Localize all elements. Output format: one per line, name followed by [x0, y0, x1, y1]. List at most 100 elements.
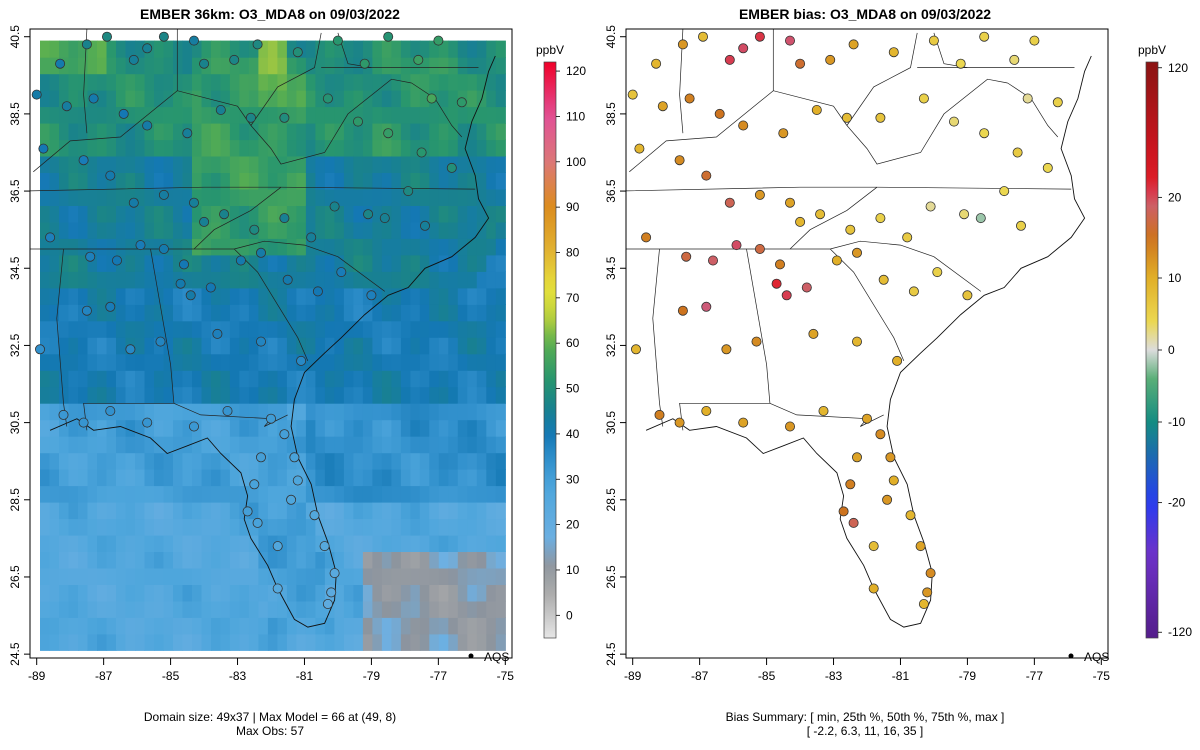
y-tick-label: 28.5 [604, 488, 618, 512]
heatmap-cell [116, 271, 127, 289]
heatmap-cell [267, 353, 278, 371]
heatmap-cell [68, 188, 79, 206]
heatmap-cell [78, 337, 89, 355]
heatmap-cell [211, 271, 222, 289]
heatmap-cell [324, 320, 335, 338]
heatmap-cell [163, 40, 174, 58]
heatmap-cell [201, 386, 212, 404]
heatmap-cell [353, 188, 364, 206]
heatmap-cell [495, 238, 506, 256]
heatmap-cell [296, 617, 307, 635]
heatmap-cell [154, 633, 165, 651]
bias-site-point [932, 267, 943, 278]
heatmap-cell [229, 337, 240, 355]
bias-site-point [845, 224, 856, 235]
heatmap-cell [135, 172, 146, 190]
heatmap-cell [49, 221, 60, 239]
y-tick-label: 28.5 [8, 488, 22, 512]
heatmap-cell [267, 139, 278, 157]
heatmap-cell [87, 271, 98, 289]
heatmap-cell [173, 106, 184, 124]
heatmap-cell [135, 271, 146, 289]
heatmap-cell [353, 271, 364, 289]
bias-site-point [979, 128, 990, 139]
heatmap-cell [182, 337, 193, 355]
heatmap-cell [429, 600, 440, 618]
heatmap-cell [296, 485, 307, 503]
heatmap-cell [448, 502, 459, 520]
heatmap-cell [163, 534, 174, 552]
coastline [645, 55, 1092, 628]
heatmap-cell [410, 518, 421, 536]
heatmap-cell [182, 600, 193, 618]
heatmap-cell [486, 419, 497, 437]
heatmap-cell [49, 304, 60, 322]
heatmap-cell [362, 238, 373, 256]
obs-site-point [336, 267, 347, 278]
heatmap-cell [68, 617, 79, 635]
heatmap-cell [467, 469, 478, 487]
heatmap-cell [410, 139, 421, 157]
heatmap-cell [239, 386, 250, 404]
heatmap-cell [495, 304, 506, 322]
heatmap-cell [163, 502, 174, 520]
bias-site-point [868, 541, 879, 552]
heatmap-cell [381, 271, 392, 289]
heatmap-cell [182, 386, 193, 404]
heatmap-cell [49, 73, 60, 91]
heatmap-cell [78, 386, 89, 404]
heatmap-cell [267, 534, 278, 552]
heatmap-cell [78, 221, 89, 239]
heatmap-cell [324, 172, 335, 190]
heatmap-cell [381, 452, 392, 470]
heatmap-cell [267, 403, 278, 421]
heatmap-cell [116, 221, 127, 239]
heatmap-cell [476, 254, 487, 272]
bias-site-point [841, 112, 852, 123]
heatmap-cell [324, 238, 335, 256]
heatmap-cell [201, 502, 212, 520]
heatmap-cell [448, 419, 459, 437]
heatmap-cell [125, 271, 136, 289]
heatmap-cell [362, 469, 373, 487]
heatmap-cell [381, 469, 392, 487]
heatmap-cell [49, 40, 60, 58]
heatmap-cell [410, 172, 421, 190]
bias-site-point [724, 54, 735, 65]
obs-site-point [58, 409, 69, 420]
heatmap-cell [258, 534, 269, 552]
heatmap-cell [78, 534, 89, 552]
heatmap-cell [343, 57, 354, 75]
heatmap-cell [87, 337, 98, 355]
heatmap-cell [286, 617, 297, 635]
heatmap-cell [229, 271, 240, 289]
heatmap-cell [192, 320, 203, 338]
heatmap-cell [429, 155, 440, 173]
heatmap-cell [49, 106, 60, 124]
obs-site-point [45, 232, 56, 243]
heatmap-cell [476, 172, 487, 190]
heatmap-cell [229, 287, 240, 305]
heatmap-cell [87, 469, 98, 487]
heatmap-cell [495, 403, 506, 421]
heatmap-cell [486, 188, 497, 206]
heatmap-cell [154, 254, 165, 272]
obs-site-point [81, 305, 92, 316]
heatmap-cell [457, 57, 468, 75]
heatmap-cell [381, 633, 392, 651]
heatmap-cell [239, 287, 250, 305]
heatmap-cell [438, 287, 449, 305]
bias-site-point [1016, 220, 1027, 231]
heatmap-cell [267, 57, 278, 75]
heatmap-cell [248, 567, 259, 585]
heatmap-cell [305, 419, 316, 437]
obs-site-point [212, 328, 223, 339]
heatmap-cell [391, 518, 402, 536]
heatmap-cell [438, 172, 449, 190]
heatmap-cell [429, 304, 440, 322]
heatmap-cell [315, 57, 326, 75]
heatmap-cell [429, 287, 440, 305]
heatmap-cell [163, 551, 174, 569]
heatmap-cell [305, 584, 316, 602]
obs-site-point [215, 105, 226, 116]
